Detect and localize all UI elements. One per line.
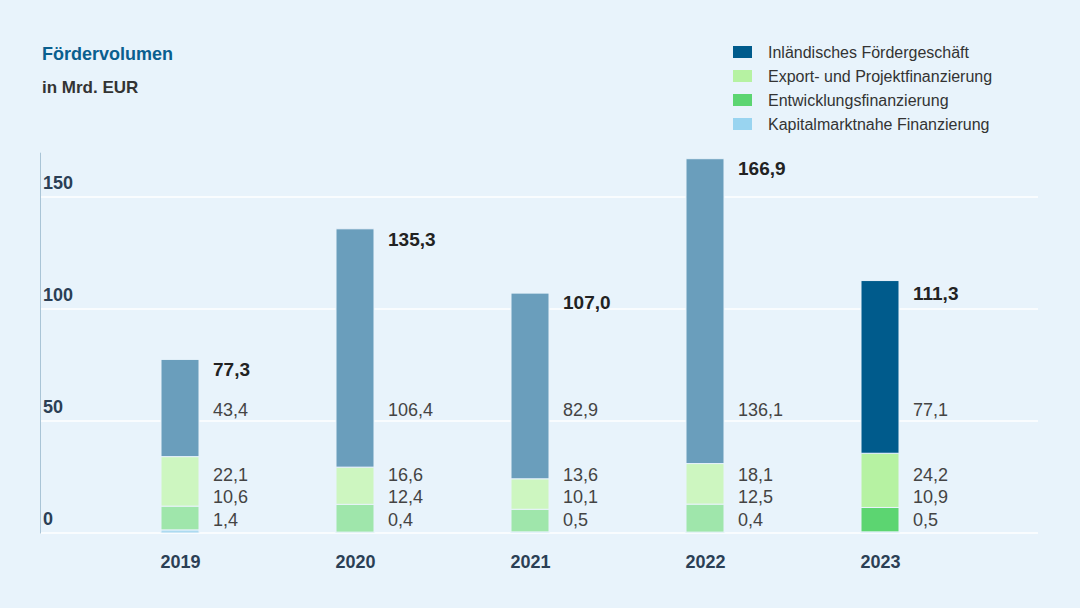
y-tick: 100: [40, 285, 73, 309]
y-tick-label: 150: [43, 173, 73, 193]
total-label: 135,3: [388, 229, 436, 250]
y-tick-label: 50: [43, 397, 63, 417]
legend-label: Kapitalmarktnahe Finanzierung: [768, 116, 989, 133]
bar: [686, 159, 724, 464]
bar: [861, 453, 899, 507]
bar: [511, 479, 549, 509]
y-tick-label: 0: [43, 509, 53, 529]
data-label: 0,5: [913, 510, 938, 530]
series-bars: [161, 159, 899, 479]
legend-swatch: [733, 94, 752, 106]
y-tick-label: 100: [43, 285, 73, 305]
legend-swatch: [733, 118, 752, 130]
bar: [161, 506, 199, 530]
data-label: 13,6: [563, 465, 598, 485]
x-tick-label: 2020: [335, 552, 375, 572]
data-label: 16,6: [388, 465, 423, 485]
bar: [161, 457, 199, 507]
data-label: 1,4: [213, 510, 238, 530]
x-tick: 2020: [335, 552, 375, 572]
title: Fördervolumen: [42, 44, 173, 64]
data-label: 77,1: [913, 400, 948, 420]
grid-line: [40, 196, 1038, 198]
bar: [511, 509, 549, 532]
total-label: 77,3: [213, 359, 250, 380]
bar: [686, 464, 724, 505]
background: [0, 0, 1080, 608]
data-label: 106,4: [388, 400, 433, 420]
data-label: 136,1: [738, 400, 783, 420]
bar: [511, 293, 549, 479]
legend-swatch: [733, 70, 752, 82]
x-tick-label: 2023: [860, 552, 900, 572]
data-label: 0,4: [388, 510, 413, 530]
data-label: 82,9: [563, 400, 598, 420]
data-label: 43,4: [213, 400, 248, 420]
x-tick: 2019: [160, 552, 200, 572]
data-label: 18,1: [738, 465, 773, 485]
subtitle: in Mrd. EUR: [42, 78, 138, 97]
data-label: 10,9: [913, 487, 948, 507]
data-label: 12,4: [388, 487, 423, 507]
bar: [861, 281, 899, 454]
data-labels: 43,4 106,4 82,9 136,1 77,1 22,1 16,6 13,6 18,1 24…: [213, 158, 958, 530]
y-axis: 0 50 100 150: [40, 153, 73, 534]
data-label: 10,1: [563, 487, 598, 507]
bars: [161, 159, 899, 533]
legend-label: Inländisches Fördergeschäft: [768, 44, 970, 61]
bar: [336, 504, 374, 532]
x-tick-label: 2022: [685, 552, 725, 572]
data-label: 10,6: [213, 487, 248, 507]
data-label: 0,5: [563, 510, 588, 530]
x-tick-label: 2019: [160, 552, 200, 572]
chart: Fördervolumen in Mrd. EUR 0 50 100 150 2019 202…: [0, 0, 1080, 608]
data-label: 12,5: [738, 487, 773, 507]
x-tick-label: 2021: [510, 552, 550, 572]
bar: [161, 359, 199, 456]
x-tick: 2023: [860, 552, 900, 572]
x-axis: 2019 2020 2021 2022 2023: [160, 552, 900, 572]
total-label: 107,0: [563, 292, 611, 313]
x-tick: 2021: [510, 552, 550, 572]
grid: [40, 197, 1038, 533]
data-label: 24,2: [913, 465, 948, 485]
total-label: 111,3: [913, 283, 958, 304]
bar: [686, 504, 724, 532]
x-tick: 2022: [685, 552, 725, 572]
y-axis-line: [40, 153, 41, 534]
data-label: 0,4: [738, 510, 763, 530]
bar: [861, 507, 899, 531]
legend-swatch: [733, 46, 752, 58]
legend-label: Export- und Projektfinanzierung: [768, 68, 992, 85]
y-tick: 0: [40, 509, 53, 533]
legend-label: Entwicklungsfinanzierung: [768, 92, 949, 109]
data-label: 22,1: [213, 465, 248, 485]
bar: [336, 467, 374, 504]
legend: Inländisches Fördergeschäft Export- und P…: [733, 44, 992, 133]
y-tick: 150: [40, 173, 73, 197]
bar: [336, 229, 374, 467]
total-label: 166,9: [738, 158, 786, 179]
y-tick: 50: [40, 397, 63, 421]
